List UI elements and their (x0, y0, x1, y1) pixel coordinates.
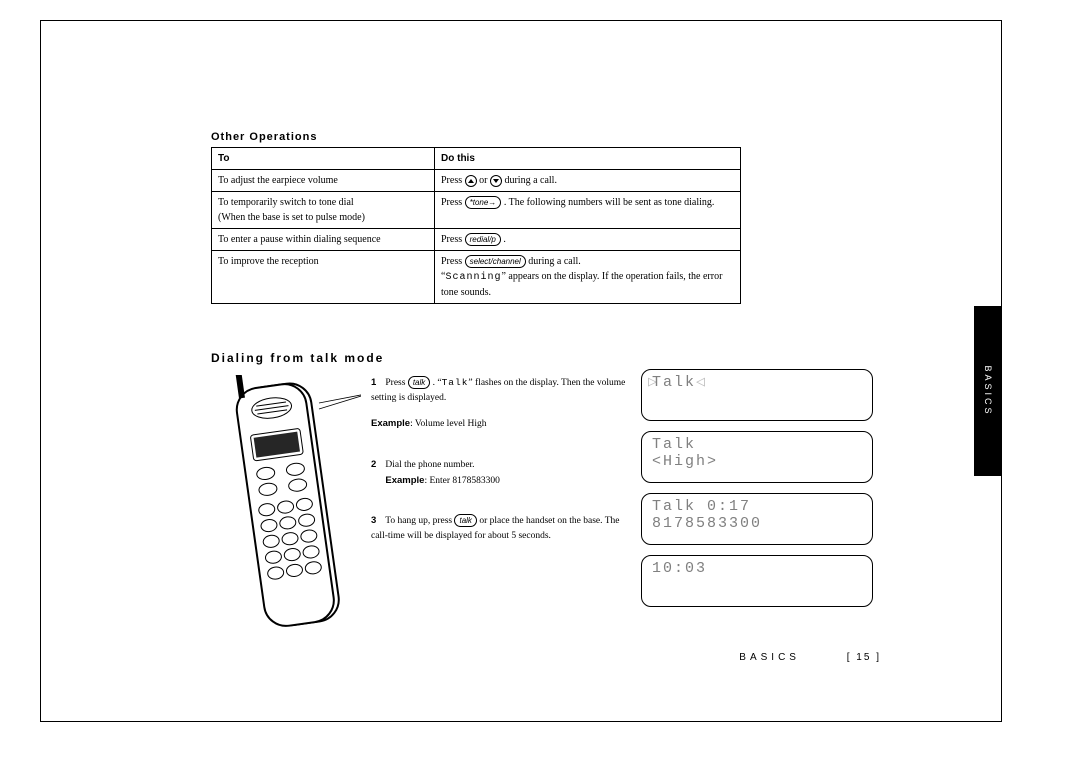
ghost-icon: ▷ (648, 374, 659, 391)
step-1: 1 Press talk . “Talk” flashes on the dis… (371, 375, 631, 433)
col-do-header: Do this (435, 148, 741, 170)
side-tab-label: BASICS (983, 365, 993, 416)
cell-do: Press *tone→ . The following numbers wil… (435, 192, 741, 229)
cell-do: Press redial/p . (435, 229, 741, 251)
cell-do: Press select/channel during a call. “Sca… (435, 251, 741, 304)
table-row: To improve the reception Press select/ch… (212, 251, 741, 304)
cell-to: To improve the reception (212, 251, 435, 304)
page: BASICS Other Operations To Do this To ad… (0, 0, 1080, 763)
talk-button-icon: talk (454, 514, 476, 527)
ghost-icon: ◁ (696, 374, 707, 391)
vol-up-icon (465, 175, 477, 187)
lcd-box-1: ▷ Talk ◁ (641, 369, 873, 421)
cell-to: To temporarily switch to tone dial (When… (212, 192, 435, 229)
table-row: To adjust the earpiece volume Press or d… (212, 170, 741, 192)
lcd-box-2: Talk <High> (641, 431, 873, 483)
cell-to: To adjust the earpiece volume (212, 170, 435, 192)
table-header-row: To Do this (212, 148, 741, 170)
talk-button-icon: talk (408, 376, 430, 389)
select-channel-button-icon: select/channel (465, 255, 526, 268)
footer-section-label: BASICS (739, 652, 800, 663)
lcd-box-4: 10:03 (641, 555, 873, 607)
handset-illustration (211, 375, 351, 650)
section2-title: Dialing from talk mode (211, 351, 911, 365)
lcd-examples: ▷ Talk ◁ Talk <High> Talk 0:17 817858330… (641, 369, 873, 617)
lcd-box-3: Talk 0:17 8178583300 (641, 493, 873, 545)
cell-do: Press or during a call. (435, 170, 741, 192)
table-row: To enter a pause within dialing sequence… (212, 229, 741, 251)
vol-down-icon (490, 175, 502, 187)
page-number: [ 15 ] (847, 652, 881, 663)
col-to-header: To (212, 148, 435, 170)
operations-section: Other Operations To Do this To adjust th… (211, 131, 831, 304)
page-footer: BASICS [ 15 ] (739, 652, 881, 663)
table-title: Other Operations (211, 131, 831, 143)
step-3: 3 To hang up, press talk or place the ha… (371, 513, 631, 544)
side-tab: BASICS (974, 306, 1002, 476)
handset-icon (211, 375, 361, 645)
dialing-section: Dialing from talk mode (211, 351, 911, 373)
cell-to: To enter a pause within dialing sequence (212, 229, 435, 251)
sheet-frame: BASICS Other Operations To Do this To ad… (40, 20, 1002, 722)
step-2: 2 Dial the phone number. Example: Enter … (371, 457, 631, 489)
table-row: To temporarily switch to tone dial (When… (212, 192, 741, 229)
tone-button-icon: *tone→ (465, 196, 502, 209)
operations-table: To Do this To adjust the earpiece volume… (211, 147, 741, 304)
steps-list: 1 Press talk . “Talk” flashes on the dis… (371, 375, 631, 568)
redial-button-icon: redial/p (465, 233, 501, 246)
